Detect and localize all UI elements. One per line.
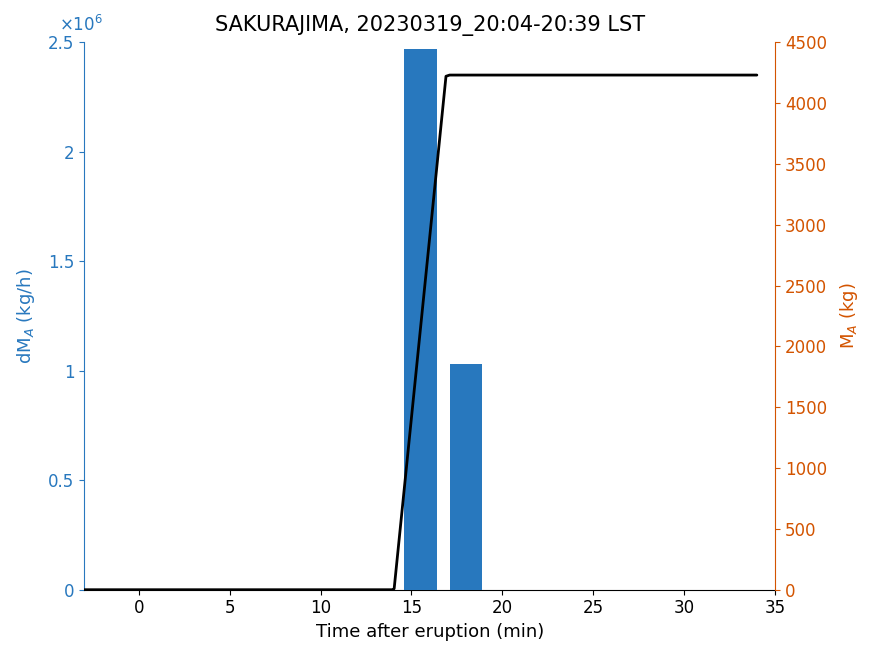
Y-axis label: dM$_A$ (kg/h): dM$_A$ (kg/h) xyxy=(15,268,37,364)
Text: $\times10^6$: $\times10^6$ xyxy=(60,15,103,35)
Y-axis label: M$_A$ (kg): M$_A$ (kg) xyxy=(838,283,860,350)
Bar xyxy=(450,364,482,590)
Bar xyxy=(404,49,437,590)
Title: SAKURAJIMA, 20230319_20:04-20:39 LST: SAKURAJIMA, 20230319_20:04-20:39 LST xyxy=(214,15,645,36)
X-axis label: Time after eruption (min): Time after eruption (min) xyxy=(316,623,543,641)
